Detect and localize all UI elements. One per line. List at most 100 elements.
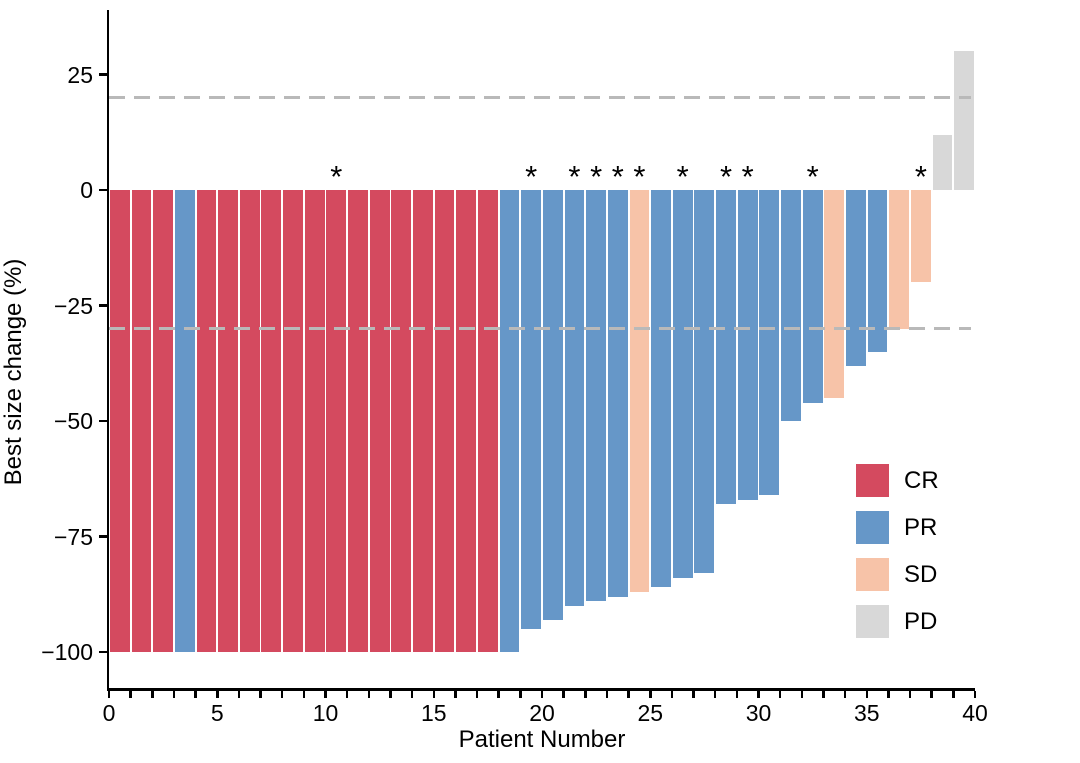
x-tick-17 (475, 690, 479, 698)
asterisk-patient-38: * (914, 159, 927, 194)
x-tick-6 (237, 690, 241, 698)
x-tick-15 (432, 690, 435, 698)
asterisk-patient-33: * (806, 159, 819, 194)
x-tick-5 (216, 690, 219, 698)
bar-patient-10 (304, 190, 325, 652)
x-tick-13 (389, 690, 392, 698)
y-tick-25 (99, 73, 107, 76)
x-tick-3 (172, 690, 176, 698)
bar-patient-8 (261, 190, 282, 652)
legend-item-pd: PD (856, 605, 939, 638)
asterisk-patient-25: * (633, 159, 646, 194)
bar-patient-30 (737, 190, 758, 500)
bar-patient-13 (369, 190, 390, 652)
x-tick-2 (151, 690, 154, 698)
x-tick-21 (562, 690, 565, 698)
x-tick-28 (713, 690, 717, 698)
bar-patient-6 (218, 190, 238, 652)
x-tick-label-40: 40 (962, 700, 988, 726)
legend: CR PR SD PD (856, 464, 939, 652)
legend-item-sd: SD (856, 558, 939, 591)
bar-patient-37 (889, 190, 910, 329)
bar-patient-12 (348, 190, 368, 652)
legend-swatch-pd (856, 605, 889, 638)
legend-label-pr: PR (904, 513, 938, 541)
x-tick-25 (649, 690, 652, 698)
bar-patient-33 (802, 190, 823, 403)
y-tick-0 (99, 188, 107, 192)
x-axis-title: Patient Number (458, 726, 626, 753)
bar-patient-21 (542, 190, 563, 620)
y-tick-label--75: −75 (53, 523, 93, 550)
x-tick-18 (497, 690, 500, 698)
y-axis-title-text: Best size change (%) (0, 258, 27, 486)
x-tick-30 (757, 690, 760, 698)
bar-patient-11 (326, 190, 347, 652)
x-tick-label-15: 15 (420, 700, 447, 726)
legend-label-sd: SD (904, 560, 938, 588)
x-tick-1 (129, 690, 132, 698)
x-tick-39 (952, 690, 955, 698)
bar-patient-25 (629, 190, 650, 592)
y-tick--75 (99, 535, 107, 538)
x-tick-16 (454, 690, 457, 698)
legend-label-cr: CR (904, 466, 939, 494)
bar-patient-18 (477, 190, 498, 652)
y-tick-label--50: −50 (53, 408, 93, 434)
bar-patient-38 (910, 190, 931, 283)
bar-patient-32 (781, 190, 801, 421)
x-tick-27 (692, 690, 695, 698)
bar-patient-35 (846, 190, 866, 366)
bar-patient-1 (109, 190, 130, 652)
bar-patient-34 (824, 190, 845, 398)
bar-patient-36 (867, 190, 888, 352)
x-tick-7 (259, 690, 262, 698)
asterisk-patient-30: * (741, 159, 754, 194)
x-tick-24 (627, 690, 630, 698)
y-tick-label-0: 0 (80, 177, 93, 203)
y-tick--25 (99, 304, 107, 307)
x-tick-9 (302, 690, 306, 698)
bar-patient-9 (283, 190, 303, 652)
x-tick-33 (822, 690, 825, 698)
x-tick-26 (670, 690, 674, 698)
legend-item-pr: PR (856, 511, 939, 544)
x-tick-35 (865, 690, 868, 698)
x-tick-40 (973, 690, 977, 698)
y-axis-line (106, 10, 109, 691)
bar-patient-26 (651, 190, 671, 588)
x-tick-label-25: 25 (637, 700, 664, 726)
legend-label-pd: PD (904, 607, 938, 635)
x-tick-36 (887, 690, 890, 698)
x-tick-37 (908, 690, 912, 698)
bar-patient-17 (456, 190, 477, 652)
bar-patient-23 (586, 190, 607, 602)
x-tick-label-0: 0 (102, 700, 116, 726)
bar-patient-24 (607, 190, 628, 597)
x-tick-label-5: 5 (210, 700, 224, 726)
y-tick--50 (99, 419, 107, 423)
x-tick-10 (324, 690, 327, 698)
y-tick--100 (99, 650, 107, 654)
x-tick-20 (540, 690, 544, 698)
y-tick-label--100: −100 (41, 639, 93, 665)
x-tick-32 (800, 690, 804, 698)
reference-line-plus20 (109, 96, 971, 100)
legend-item-cr: CR (856, 464, 939, 497)
bar-patient-40 (954, 51, 975, 190)
x-tick-label-20: 20 (529, 700, 555, 726)
x-tick-label-30: 30 (745, 700, 772, 726)
bar-patient-3 (153, 190, 174, 652)
bar-patient-2 (131, 190, 152, 652)
y-tick-label-25: 25 (67, 61, 93, 88)
bar-patient-28 (694, 190, 715, 574)
bar-patient-15 (413, 190, 433, 652)
legend-swatch-pr (856, 511, 889, 544)
x-tick-11 (345, 690, 349, 698)
x-tick-12 (367, 690, 371, 698)
bar-patient-7 (239, 190, 260, 652)
x-tick-8 (280, 690, 284, 698)
asterisk-patient-27: * (676, 159, 689, 194)
